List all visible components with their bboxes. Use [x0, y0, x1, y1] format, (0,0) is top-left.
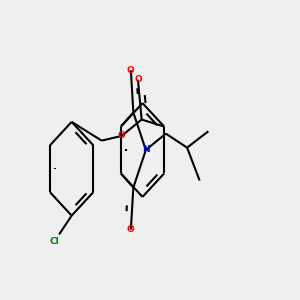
Text: N: N [142, 146, 150, 154]
Text: O: O [127, 66, 135, 75]
Text: Cl: Cl [49, 237, 59, 246]
Text: O: O [134, 75, 142, 84]
Text: O: O [118, 131, 125, 140]
Text: O: O [127, 225, 135, 234]
